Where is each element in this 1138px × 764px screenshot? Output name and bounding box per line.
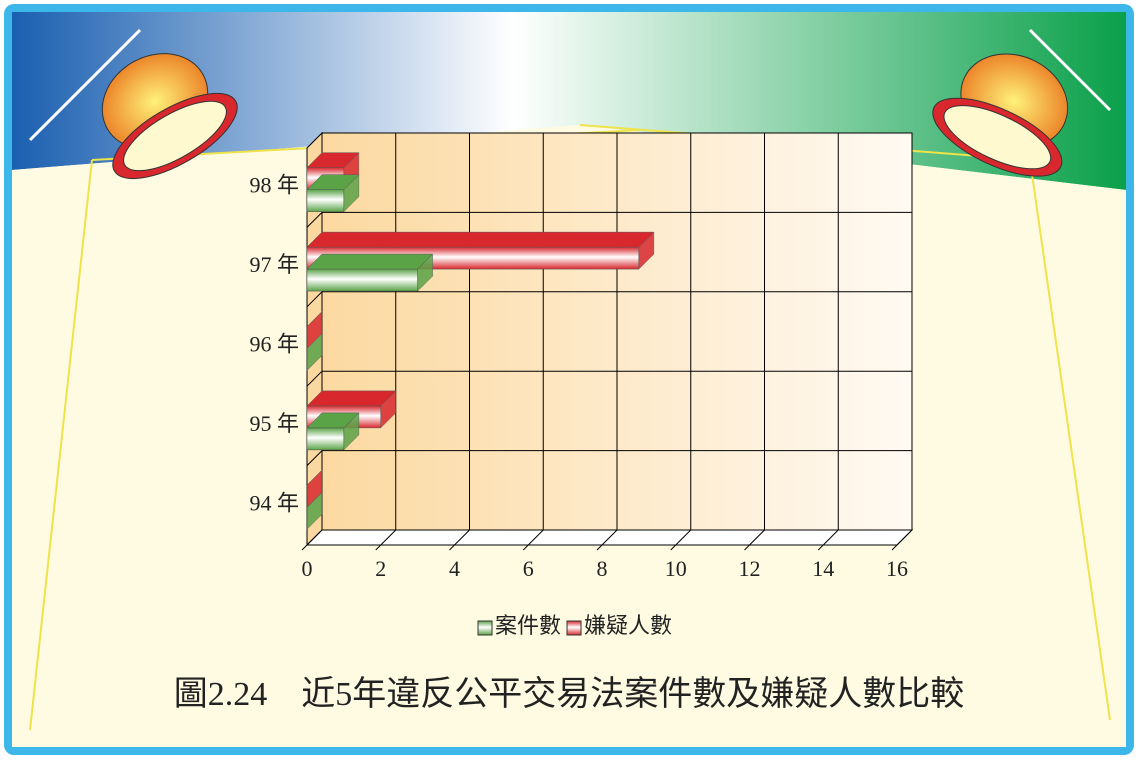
bar-side	[638, 231, 655, 270]
bar-side	[306, 332, 323, 372]
bar-front	[306, 268, 418, 292]
bar-side	[417, 253, 433, 292]
grid-line	[822, 133, 839, 546]
bar-side	[306, 491, 323, 530]
tick-mark	[891, 544, 898, 551]
x-tick-label: 16	[886, 556, 908, 581]
grid-line	[675, 133, 692, 546]
y-tick-label: 95 年	[249, 411, 299, 436]
y-tick-label: 97 年	[249, 252, 299, 277]
tick-mark	[817, 544, 824, 551]
bar	[306, 332, 323, 372]
bar-top	[306, 231, 655, 248]
x-tick-label: 10	[665, 556, 687, 581]
bar-top	[306, 253, 434, 270]
x-tick-label: 0	[302, 556, 313, 581]
bar-top	[306, 390, 397, 407]
y-tick-label: 98 年	[249, 173, 299, 198]
bar-front	[306, 427, 345, 451]
tick-mark	[744, 544, 750, 551]
bar	[306, 412, 360, 451]
bar-side	[343, 174, 360, 213]
grid-line	[896, 133, 913, 546]
x-tick-label: 14	[812, 556, 834, 581]
bar	[306, 491, 323, 530]
legend-label: 嫌疑人數	[584, 613, 672, 638]
tick-mark	[301, 544, 308, 551]
lamp	[932, 53, 1069, 177]
legend-swatch	[477, 620, 493, 636]
bar	[306, 253, 434, 292]
lamp	[101, 53, 238, 180]
x-tick-label: 12	[739, 556, 761, 581]
x-tick-label: 4	[449, 556, 460, 581]
chart-title: 圖2.24 近5年違反公平交易法案件數及嫌疑人數比較	[174, 675, 965, 713]
lamp-arm	[1028, 28, 1112, 112]
y-tick-label: 94 年	[249, 490, 299, 515]
bar-front	[306, 189, 345, 212]
x-tick-label: 2	[375, 556, 386, 581]
tick-mark	[375, 544, 382, 551]
light-beam	[29, 159, 93, 731]
bar-side	[380, 390, 396, 429]
x-tick-label: 6	[523, 556, 534, 581]
tick-mark	[449, 544, 455, 551]
lamp-arm	[28, 28, 142, 142]
tick-mark	[670, 544, 677, 551]
legend-swatch	[566, 620, 582, 636]
y-tick-label: 96 年	[249, 332, 299, 357]
bar-side	[343, 412, 360, 451]
x-tick-label: 8	[597, 556, 608, 581]
light-beam	[1029, 159, 1111, 721]
legend-label: 案件數	[495, 613, 561, 638]
bar	[306, 174, 360, 213]
grid-line	[749, 133, 765, 546]
tick-mark	[596, 544, 603, 551]
tick-mark	[522, 544, 529, 551]
